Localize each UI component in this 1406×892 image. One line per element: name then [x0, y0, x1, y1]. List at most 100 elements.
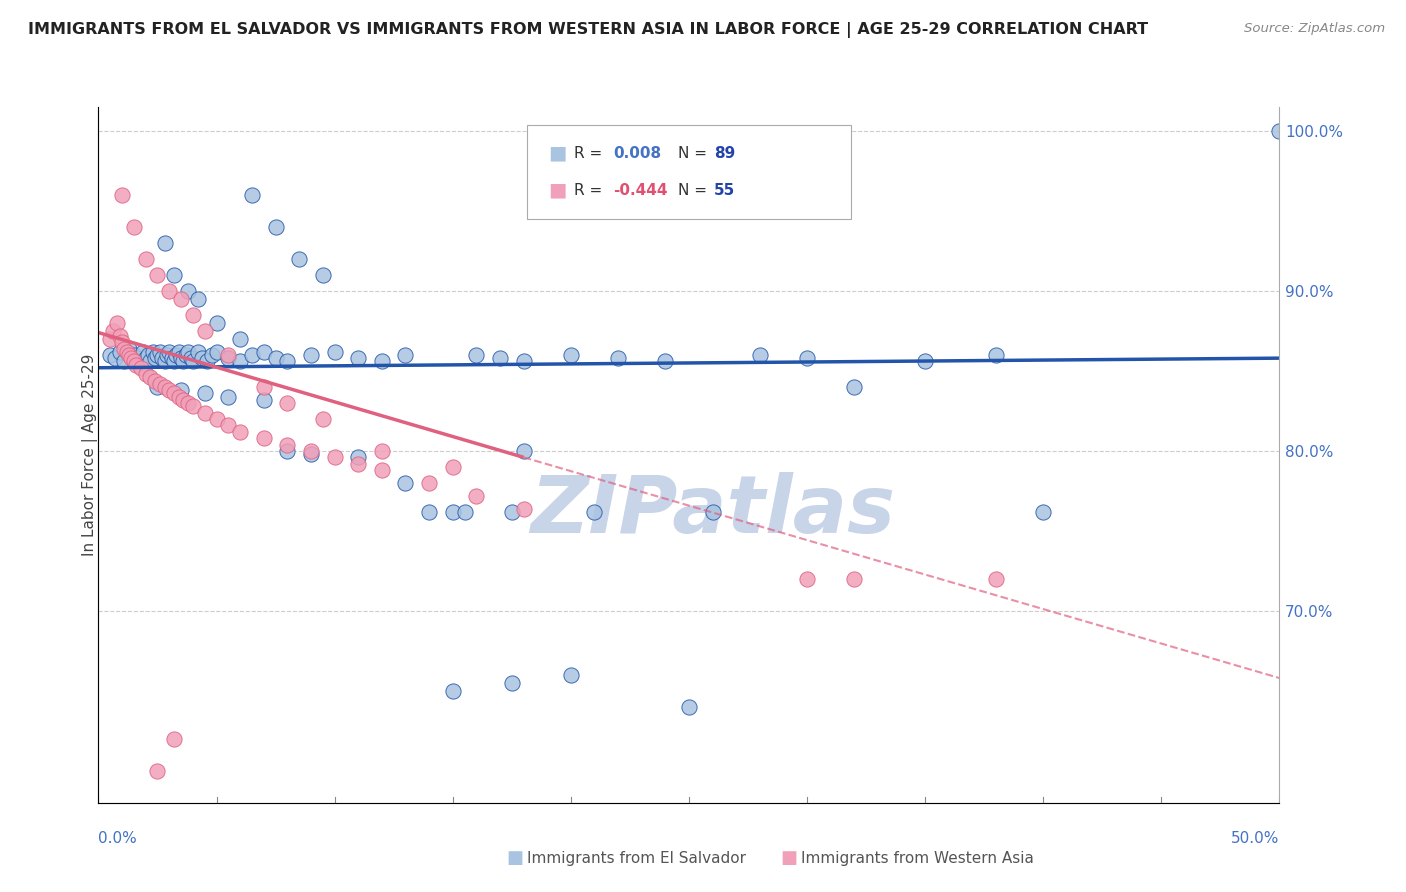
Text: N =: N = [678, 145, 711, 161]
Text: ■: ■ [548, 144, 567, 162]
Text: Source: ZipAtlas.com: Source: ZipAtlas.com [1244, 22, 1385, 36]
Text: R =: R = [574, 145, 607, 161]
Point [143, 351, 166, 366]
Point [118, 348, 141, 362]
Point [142, 344, 165, 359]
Point [205, 316, 228, 330]
Point [264, 351, 287, 366]
Point [125, 351, 148, 366]
Point [323, 450, 346, 465]
Point [276, 396, 298, 410]
Point [163, 386, 186, 401]
Point [115, 344, 138, 359]
Text: 55: 55 [714, 183, 735, 198]
Point [163, 354, 186, 368]
Point [167, 344, 190, 359]
Point [163, 731, 186, 746]
Point [678, 699, 700, 714]
Point [108, 344, 131, 359]
Point [512, 501, 534, 516]
Text: -0.444: -0.444 [613, 183, 668, 198]
Point [146, 380, 169, 394]
Point [194, 386, 217, 401]
Point [240, 348, 263, 362]
Point [153, 380, 176, 394]
Text: Immigrants from El Salvador: Immigrants from El Salvador [527, 851, 747, 865]
Point [122, 348, 145, 362]
Point [195, 354, 218, 368]
Point [132, 344, 155, 359]
Point [180, 351, 202, 366]
Point [217, 348, 239, 362]
Point [149, 376, 172, 391]
Point [264, 219, 287, 234]
Point [194, 405, 217, 419]
Text: ■: ■ [506, 849, 523, 867]
Point [512, 354, 534, 368]
Point [229, 425, 252, 439]
Point [129, 354, 152, 368]
Point [583, 505, 606, 519]
Text: ■: ■ [548, 181, 567, 200]
Point [371, 444, 394, 458]
Point [796, 351, 818, 366]
Point [276, 437, 298, 451]
Point [607, 351, 630, 366]
Point [187, 344, 209, 359]
Point [229, 332, 252, 346]
Point [253, 431, 276, 445]
Point [501, 676, 523, 690]
Point [121, 351, 143, 366]
Point [501, 505, 523, 519]
Point [157, 284, 180, 298]
Point [394, 475, 416, 490]
Point [323, 344, 346, 359]
Text: N =: N = [678, 183, 711, 198]
Text: R =: R = [574, 183, 607, 198]
Point [146, 764, 169, 778]
Point [418, 505, 440, 519]
Point [177, 344, 200, 359]
Point [560, 668, 582, 682]
Point [146, 268, 169, 282]
Point [654, 354, 676, 368]
Point [129, 360, 152, 375]
Point [371, 463, 394, 477]
Point [139, 354, 162, 368]
Y-axis label: In Labor Force | Age 25-29: In Labor Force | Age 25-29 [82, 354, 98, 556]
Point [312, 268, 335, 282]
Point [136, 348, 159, 362]
Point [122, 219, 145, 234]
Point [98, 332, 121, 346]
Point [489, 351, 512, 366]
Point [153, 354, 176, 368]
Point [844, 572, 866, 586]
Point [560, 348, 582, 362]
Point [371, 354, 394, 368]
Point [512, 444, 534, 458]
Point [288, 252, 311, 266]
Text: 50.0%: 50.0% [1232, 830, 1279, 846]
Text: ZIPatlas: ZIPatlas [530, 472, 896, 549]
Point [177, 396, 200, 410]
Point [253, 344, 276, 359]
Point [844, 380, 866, 394]
Point [108, 328, 131, 343]
Point [181, 308, 204, 322]
Point [157, 383, 180, 397]
Point [453, 505, 475, 519]
Point [153, 235, 176, 250]
Point [111, 188, 134, 202]
Point [177, 284, 200, 298]
Point [125, 358, 148, 372]
Point [174, 348, 197, 362]
Point [217, 418, 239, 433]
Point [160, 351, 183, 366]
Point [170, 292, 193, 306]
Point [181, 399, 204, 413]
Point [205, 412, 228, 426]
Point [276, 444, 298, 458]
Point [167, 390, 190, 404]
Text: Immigrants from Western Asia: Immigrants from Western Asia [801, 851, 1035, 865]
Point [205, 344, 228, 359]
